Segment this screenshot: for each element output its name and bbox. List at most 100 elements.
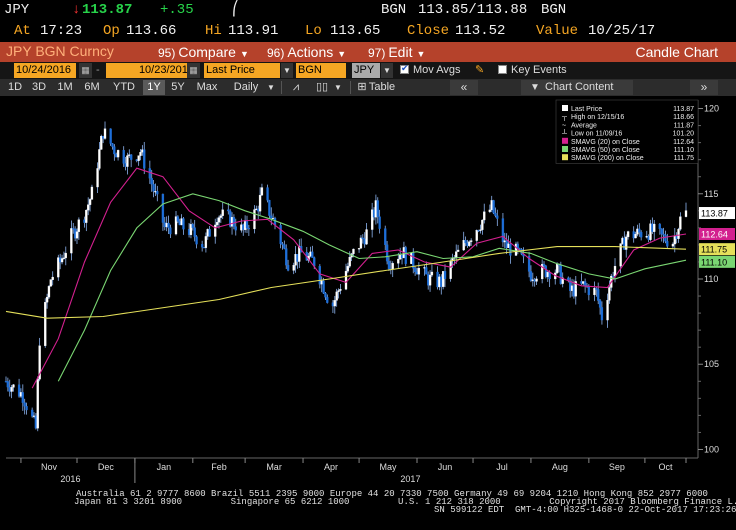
candle-up [619, 243, 622, 267]
candle-down [169, 227, 172, 235]
candle-up [441, 271, 445, 287]
candle-down [311, 251, 314, 258]
candle-down [296, 254, 299, 262]
candle-down [150, 178, 153, 185]
candle-up [45, 296, 49, 303]
year-label-2017: 2017 [400, 474, 420, 484]
candle-up [507, 243, 510, 249]
edit-button[interactable]: 97) Edit ▼ [368, 44, 426, 60]
period-1d[interactable]: 1D [7, 81, 23, 93]
candle-down [163, 222, 166, 228]
period-max[interactable]: Max [196, 81, 218, 93]
candle-down [122, 150, 125, 164]
price-source-2: BGN [541, 2, 567, 18]
candle-down [387, 260, 391, 270]
chevron-down-icon: ▼ [239, 49, 249, 59]
field-select[interactable]: Last Price [204, 63, 280, 78]
pencil-icon[interactable]: ✎ [475, 64, 485, 76]
security-name[interactable]: JPY BGN Curncy [6, 43, 114, 59]
scroll-left-button[interactable]: « [450, 80, 478, 95]
candle-down [632, 231, 635, 239]
candle-up [88, 199, 92, 205]
candle-down [143, 149, 146, 169]
candle-down [443, 271, 447, 279]
period-5y[interactable]: 5Y [171, 81, 185, 93]
key-events-checkbox[interactable] [498, 65, 507, 74]
chevron-down-icon[interactable]: ▼ [530, 82, 540, 93]
key-events-label: Key Events [511, 64, 567, 76]
candle-down [242, 224, 245, 230]
price-tag-label: 111.10 [701, 257, 727, 267]
candle-down [378, 216, 381, 229]
legend-marker-icon: ┬ [561, 114, 567, 121]
value-label: Value [536, 23, 579, 39]
mov-avgs-checkbox[interactable] [400, 63, 409, 74]
candle-up [206, 229, 209, 237]
candle-up [365, 229, 368, 245]
chart-svg[interactable]: 120 115 110 105 100 Nov Dec Jan Feb Mar Apr May Jun… [0, 96, 736, 486]
chevron-down-icon[interactable]: ▼ [281, 63, 293, 78]
candle-down [232, 217, 236, 227]
candle-down [279, 224, 282, 244]
legend-label: Last Price [571, 106, 602, 113]
candle-chart-icon[interactable]: ▯▯ [315, 81, 329, 93]
scroll-right-button[interactable]: » [690, 80, 718, 95]
start-date-field[interactable]: 10/24/2016 [14, 63, 76, 78]
table-button[interactable]: Table [368, 81, 396, 93]
period-6m[interactable]: 6M [84, 81, 100, 93]
chevron-down-icon[interactable]: ▼ [334, 83, 342, 92]
candle-down [496, 215, 499, 219]
legend-label: SMAVG (50) on Close [571, 147, 640, 154]
chart-content-label: Chart Content [545, 81, 614, 93]
legend-label: Average [571, 122, 597, 129]
x-month-label: Nov [41, 462, 58, 472]
candle-down [59, 257, 62, 263]
line-chart-icon[interactable]: ⩘ [292, 81, 300, 93]
chevron-down-icon: ▼ [337, 49, 347, 59]
candle-down [675, 235, 678, 239]
chevron-down-icon[interactable]: ▼ [267, 83, 275, 92]
candle-down [281, 243, 284, 245]
candles-layer [4, 121, 688, 432]
candle-down [425, 267, 428, 275]
table-icon[interactable]: ⊞ [357, 81, 367, 93]
chart-content-button[interactable]: Chart Content [521, 80, 633, 95]
candle-up [64, 252, 67, 259]
price-source: BGN [381, 2, 407, 18]
candle-down [227, 209, 230, 212]
calendar-icon[interactable]: ▦ [187, 63, 200, 78]
candle-up [335, 291, 338, 301]
currency-select[interactable]: JPY [352, 63, 380, 78]
candle-up [428, 274, 432, 286]
period-3d[interactable]: 3D [31, 81, 47, 93]
period-1m[interactable]: 1M [57, 81, 73, 93]
frequency-select[interactable]: Daily [233, 81, 259, 93]
candle-down [666, 241, 669, 247]
candle-down [413, 267, 417, 273]
price-tag-label: 111.75 [701, 245, 727, 255]
end-date-field[interactable]: 10/23/2017 [106, 63, 196, 78]
candle-up [348, 257, 351, 267]
candle-down [161, 194, 165, 223]
candle-up [116, 150, 120, 158]
candle-down [501, 218, 505, 243]
candle-down [167, 222, 170, 228]
source-field[interactable]: BGN [296, 63, 346, 78]
period-ytd[interactable]: YTD [113, 81, 135, 93]
candle-up [449, 260, 452, 279]
period-1y[interactable]: 1Y [143, 80, 165, 95]
candle-up [608, 287, 611, 301]
candle-up [677, 228, 680, 239]
calendar-icon[interactable]: ▦ [79, 63, 92, 78]
price-tag [699, 227, 735, 240]
candle-up [344, 271, 348, 290]
price-chart[interactable]: 120 115 110 105 100 Nov Dec Jan Feb Mar Apr May Jun… [0, 96, 736, 486]
compare-button[interactable]: 95) Compare ▼ [158, 44, 249, 60]
chevron-down-icon[interactable]: ▼ [381, 63, 393, 78]
legend-label: High on 12/15/16 [571, 114, 624, 121]
actions-button[interactable]: 96) Actions ▼ [267, 44, 347, 60]
date-separator: - [96, 64, 100, 76]
candle-up [75, 231, 79, 239]
candle-down [587, 286, 591, 296]
candle-down [529, 271, 533, 281]
